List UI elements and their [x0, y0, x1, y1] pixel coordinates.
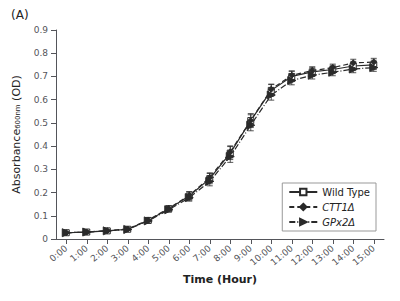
svg-text:3:00: 3:00	[109, 243, 131, 264]
svg-text:1:00: 1:00	[68, 243, 90, 264]
svg-text:CTT1Δ: CTT1Δ	[322, 202, 355, 213]
svg-text:14:00: 14:00	[330, 243, 357, 268]
svg-text:4:00: 4:00	[130, 243, 152, 264]
svg-text:8:00: 8:00	[212, 243, 234, 264]
svg-text:Wild Type: Wild Type	[322, 187, 370, 198]
svg-text:Time (Hour): Time (Hour)	[183, 273, 257, 286]
svg-text:0.4: 0.4	[34, 141, 49, 151]
svg-text:(A): (A)	[11, 8, 29, 22]
svg-text:6:00: 6:00	[171, 243, 193, 264]
svg-text:0.9: 0.9	[34, 25, 49, 35]
svg-text:0:00: 0:00	[48, 243, 70, 264]
svg-text:GPx2Δ: GPx2Δ	[322, 217, 355, 228]
svg-text:9:00: 9:00	[232, 243, 254, 264]
svg-text:10:00: 10:00	[248, 243, 275, 268]
svg-text:11:00: 11:00	[269, 243, 296, 268]
svg-text:0.2: 0.2	[34, 188, 48, 198]
svg-text:2:00: 2:00	[89, 243, 111, 264]
svg-text:0.5: 0.5	[34, 118, 48, 128]
svg-text:12:00: 12:00	[289, 243, 316, 268]
svg-text:0.8: 0.8	[34, 48, 49, 58]
svg-text:0.7: 0.7	[34, 71, 48, 81]
svg-text:0: 0	[42, 234, 48, 244]
svg-text:0.1: 0.1	[34, 211, 48, 221]
svg-text:13:00: 13:00	[310, 243, 337, 268]
svg-text:7:00: 7:00	[191, 243, 213, 264]
svg-text:Absorbance₆₀₀ₙₘ (OD): Absorbance₆₀₀ₙₘ (OD)	[10, 75, 23, 194]
svg-text:5:00: 5:00	[150, 243, 172, 264]
svg-text:0.3: 0.3	[34, 164, 48, 174]
svg-text:15:00: 15:00	[351, 243, 378, 268]
svg-text:0.6: 0.6	[34, 95, 49, 105]
